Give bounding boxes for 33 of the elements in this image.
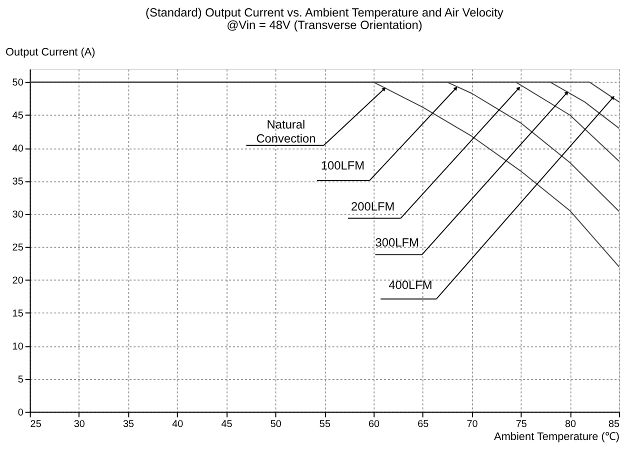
x-tick-label: 75 — [516, 419, 528, 430]
chart-subtitle: @Vin = 48V (Transverse Orientation) — [226, 18, 422, 32]
y-tick-label: 40 — [12, 144, 24, 155]
x-tick-label: 35 — [122, 419, 135, 430]
y-tick-label: 45 — [12, 110, 24, 122]
x-tick-label: 60 — [368, 419, 380, 430]
y-tick-label: 50 — [12, 78, 24, 89]
y-tick-label: 5 — [18, 374, 24, 386]
x-tick-label: 30 — [74, 419, 86, 430]
x-tick-label: 80 — [564, 419, 576, 430]
x-tick-label: 85 — [608, 419, 620, 430]
y-tick-label: 10 — [12, 341, 24, 352]
x-tick-label: 55 — [319, 419, 331, 430]
x-tick-label: 25 — [30, 419, 42, 430]
y-tick-label: 25 — [12, 242, 24, 254]
y-tick-label: 15 — [12, 308, 24, 320]
y-tick-label: 35 — [12, 176, 24, 188]
annotation: 100LFM — [320, 158, 365, 173]
annotation: 400LFM — [388, 278, 432, 292]
annotation: 300LFM — [375, 236, 419, 250]
x-tick-label: 45 — [221, 419, 233, 430]
chart-title: (Standard) Output Current vs. Ambient Temperature and Air Velocity — [146, 5, 504, 20]
annotation: Natural Convection — [256, 118, 316, 146]
x-tick-label: 70 — [466, 419, 478, 430]
x-tick-label: 50 — [270, 419, 282, 430]
y-tick-label: 20 — [12, 275, 24, 286]
x-axis-title: Ambient Temperature (℃) — [494, 431, 620, 444]
x-tick-label: 40 — [172, 419, 184, 430]
y-tick-label: 0 — [18, 407, 24, 418]
annotation: 200LFM — [350, 199, 395, 214]
y-tick-label: 30 — [12, 210, 24, 221]
y-axis-title: Output Current (A) — [5, 46, 96, 59]
x-tick-label: 65 — [418, 419, 430, 430]
